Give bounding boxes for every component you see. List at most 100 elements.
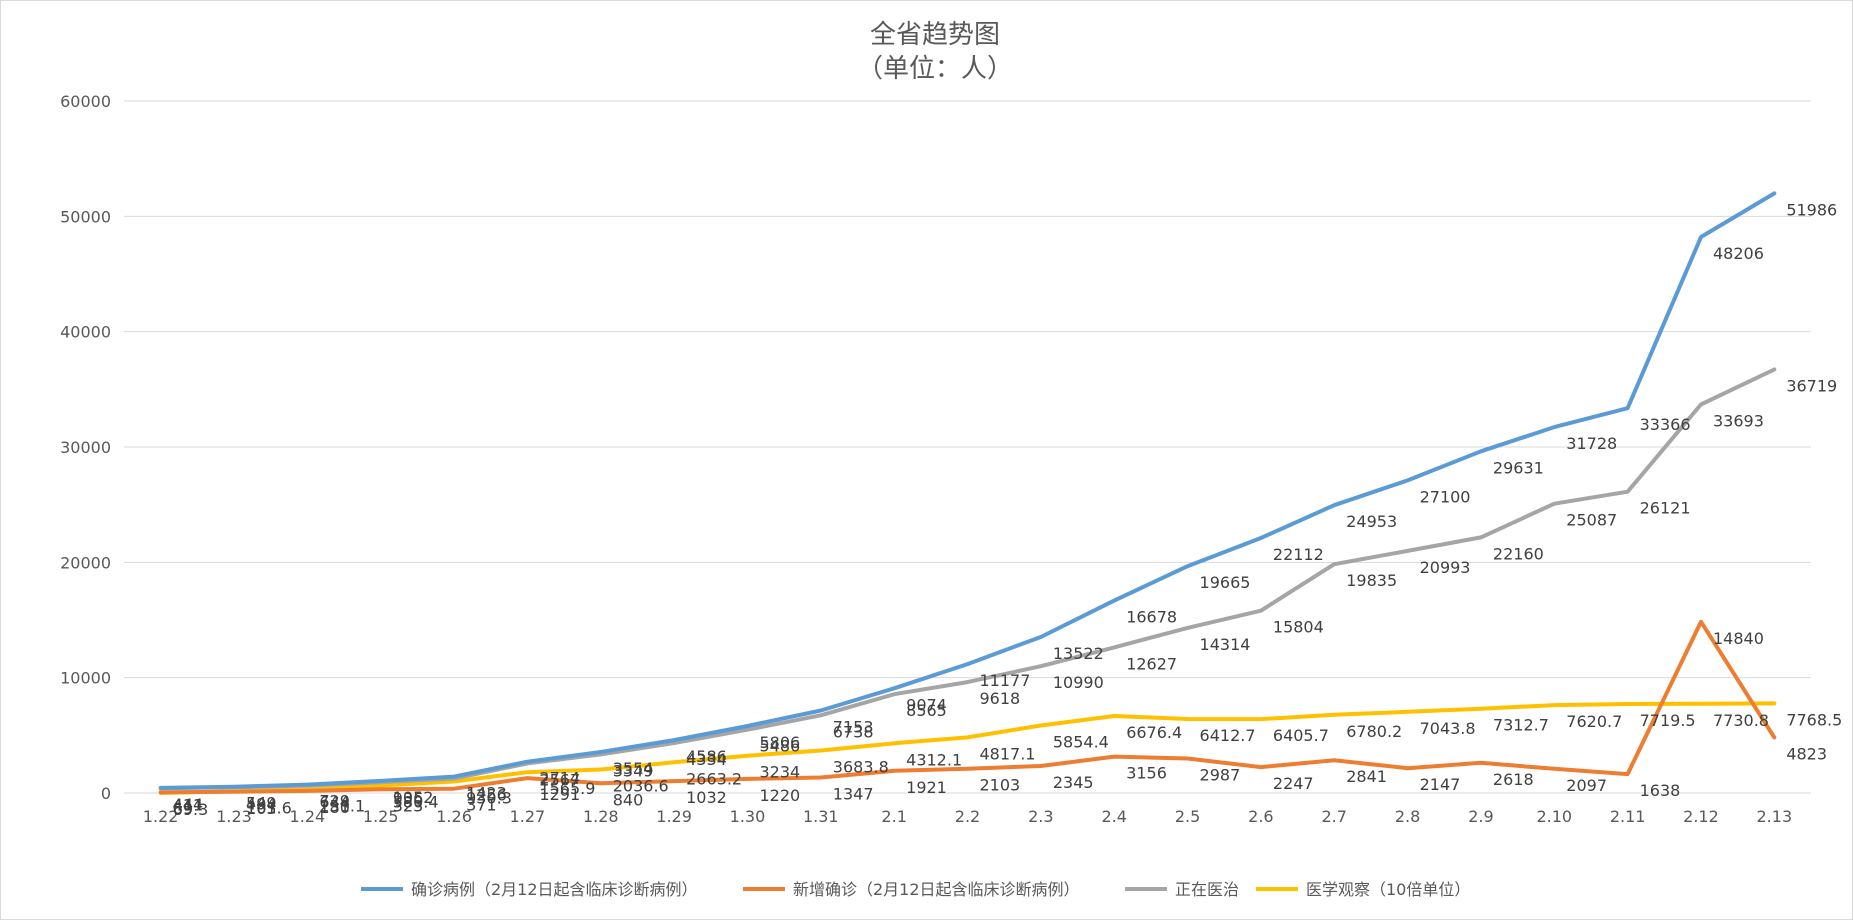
data-label: 19665 xyxy=(1200,573,1251,592)
gridlines xyxy=(124,100,1811,794)
data-label: 4817.1 xyxy=(980,744,1036,763)
data-label: 33693 xyxy=(1713,411,1764,430)
x-tick-label: 2.5 xyxy=(1175,807,1200,826)
data-label: 2103 xyxy=(980,776,1021,795)
data-label: 1291 xyxy=(539,785,580,804)
x-tick-label: 1.31 xyxy=(803,807,839,826)
data-label: 10990 xyxy=(1053,673,1104,692)
data-label: 24953 xyxy=(1346,512,1397,531)
series-group xyxy=(158,191,1777,795)
data-label: 9074 xyxy=(906,695,947,714)
y-tick-label: 20000 xyxy=(60,553,111,572)
data-label: 22112 xyxy=(1273,545,1324,564)
data-label: 2247 xyxy=(1273,774,1314,793)
legend-label: 医学观察（10倍单位） xyxy=(1306,880,1470,899)
data-label: 5854.4 xyxy=(1053,732,1109,751)
x-tick-label: 2.9 xyxy=(1468,807,1493,826)
data-label: 371 xyxy=(466,796,497,815)
data-label: 1423 xyxy=(466,784,507,803)
data-label: 1347 xyxy=(833,784,874,803)
x-tick-label: 1.23 xyxy=(216,807,252,826)
x-tick-label: 2.12 xyxy=(1683,807,1719,826)
data-label: 2097 xyxy=(1566,776,1607,795)
data-label: 6676.4 xyxy=(1126,723,1182,742)
data-label: 161.6 xyxy=(246,798,292,817)
chart-title: 全省趋势图 xyxy=(870,20,1000,50)
data-label: 3234 xyxy=(759,763,800,782)
data-label: 7312.7 xyxy=(1493,716,1549,735)
series-line xyxy=(158,701,1777,795)
x-tick-label: 2.11 xyxy=(1610,807,1646,826)
data-label: 14314 xyxy=(1200,635,1251,654)
data-label: 1220 xyxy=(759,786,800,805)
data-label: 1032 xyxy=(686,788,727,807)
y-tick-label: 50000 xyxy=(60,207,111,226)
data-label: 7043.8 xyxy=(1420,719,1476,738)
data-label: 25087 xyxy=(1566,511,1617,530)
data-label: 930.3 xyxy=(466,788,512,807)
legend-label: 确诊病例（2月12日起含临床诊断病例） xyxy=(411,880,698,899)
data-label: 2036.6 xyxy=(613,777,669,796)
data-label: 2663.2 xyxy=(686,769,742,788)
x-tick-label: 2.8 xyxy=(1395,807,1420,826)
legend: 确诊病例（2月12日起含临床诊断病例） 新增确诊（2月12日起含临床诊断病例） 正在… xyxy=(361,880,1470,899)
data-label: 69.3 xyxy=(173,800,209,819)
data-label: 69 xyxy=(173,799,193,818)
data-label: 5486 xyxy=(759,737,800,756)
x-tick-label: 1.30 xyxy=(730,807,766,826)
data-label: 323 xyxy=(393,796,424,815)
data-label: 33366 xyxy=(1640,415,1691,434)
data-label: 580.4 xyxy=(393,793,439,812)
data-label: 7153 xyxy=(833,718,874,737)
data-label: 2618 xyxy=(1493,770,1534,789)
data-label: 2567 xyxy=(539,770,580,789)
data-label: 3683.8 xyxy=(833,758,889,777)
data-label: 2987 xyxy=(1200,766,1241,785)
series-line xyxy=(158,619,1777,795)
data-label: 19835 xyxy=(1346,571,1397,590)
data-label: 7768.5 xyxy=(1786,710,1842,729)
data-label: 8565 xyxy=(906,701,947,720)
x-tick-label: 2.6 xyxy=(1248,807,1273,826)
data-label: 7719.5 xyxy=(1640,711,1696,730)
data-label: 7730.8 xyxy=(1713,711,1769,730)
data-label: 444 xyxy=(173,795,204,814)
data-label: 2841 xyxy=(1346,767,1387,786)
data-label: 29631 xyxy=(1493,458,1544,477)
data-label: 2714 xyxy=(539,769,580,788)
data-label: 3156 xyxy=(1126,764,1167,783)
data-label: 7620.7 xyxy=(1566,712,1622,731)
data-label: 27100 xyxy=(1420,487,1471,506)
data-label: 48206 xyxy=(1713,244,1764,263)
y-tick-label: 10000 xyxy=(60,669,111,688)
data-label: 4312.1 xyxy=(906,750,962,769)
data-label: 4334 xyxy=(686,750,727,769)
data-label: 9618 xyxy=(980,689,1021,708)
x-axis: 1.22 1.23 1.24 1.25 1.26 1.27 1.28 1.29 1.30 1.31… xyxy=(143,807,1792,826)
data-label: 4823 xyxy=(1786,744,1827,763)
data-label: 180 xyxy=(319,798,350,817)
data-label: 1052 xyxy=(393,788,434,807)
data-label: 3554 xyxy=(613,759,654,778)
data-label: 26121 xyxy=(1640,499,1691,518)
data-labels: 444 549 729 1052 1423 2714 3554 4586 5806 7153 907… xyxy=(173,200,1843,819)
data-label: 729 xyxy=(319,792,350,811)
data-label: 840 xyxy=(613,790,644,809)
y-tick-label: 30000 xyxy=(60,438,111,457)
data-label: 11177 xyxy=(980,671,1031,690)
x-tick-label: 1.28 xyxy=(583,807,619,826)
x-tick-label: 2.3 xyxy=(1028,807,1053,826)
data-label: 411 xyxy=(173,795,204,814)
x-tick-label: 1.27 xyxy=(510,807,546,826)
data-label: 5806 xyxy=(759,733,800,752)
x-tick-label: 1.24 xyxy=(290,807,326,826)
data-label: 51986 xyxy=(1786,200,1837,219)
data-label: 2345 xyxy=(1053,773,1094,792)
x-tick-label: 1.26 xyxy=(436,807,472,826)
data-label: 6405.7 xyxy=(1273,726,1329,745)
x-tick-label: 1.22 xyxy=(143,807,179,826)
legend-label: 新增确诊（2月12日起含临床诊断病例） xyxy=(793,880,1080,899)
y-tick-label: 60000 xyxy=(60,92,111,111)
